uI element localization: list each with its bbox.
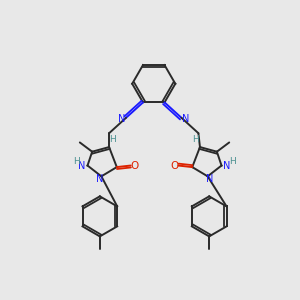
Text: N: N	[118, 114, 126, 124]
Text: H: H	[229, 157, 236, 166]
Text: H: H	[74, 157, 80, 166]
Text: H: H	[109, 135, 116, 144]
Text: N: N	[96, 174, 103, 184]
Text: N: N	[223, 160, 231, 171]
Text: N: N	[182, 114, 189, 124]
Text: N: N	[79, 160, 86, 171]
Text: O: O	[170, 160, 179, 171]
Text: N: N	[206, 174, 213, 184]
Text: O: O	[130, 160, 139, 171]
Text: H: H	[192, 135, 199, 144]
